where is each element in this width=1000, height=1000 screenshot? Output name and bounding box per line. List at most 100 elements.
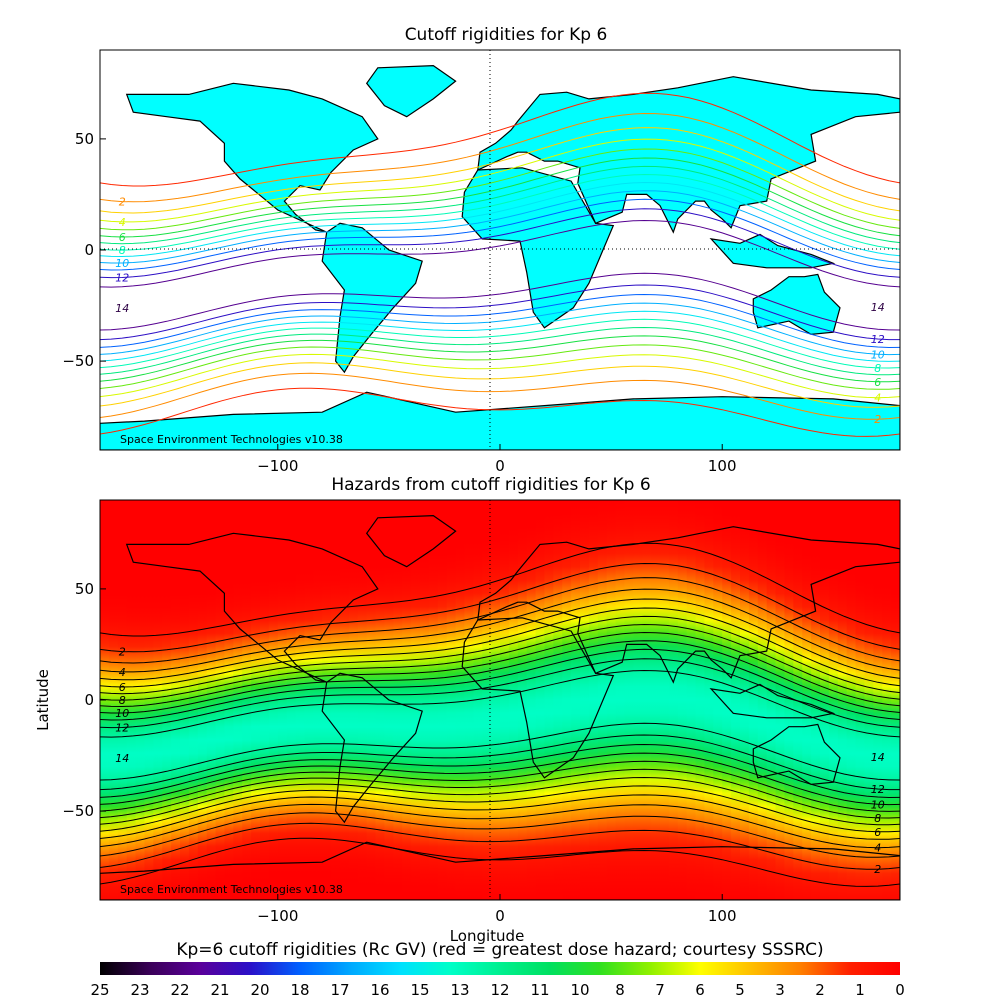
colorbar-label: 2 xyxy=(815,981,825,999)
hazard-strip xyxy=(464,500,474,900)
contour-label: 4 xyxy=(119,216,126,229)
hazard-strip xyxy=(775,500,786,900)
hazard-strip xyxy=(686,500,697,900)
contour-line xyxy=(100,335,900,383)
hazard-strip xyxy=(437,500,448,900)
contour-line xyxy=(100,768,900,819)
x-tick-label: −100 xyxy=(257,907,298,925)
contour-line xyxy=(100,138,900,223)
colorbar-label: 18 xyxy=(290,981,309,999)
contour-line xyxy=(100,165,900,245)
hazard-strip xyxy=(704,500,714,900)
contour-line xyxy=(100,148,900,231)
contour-line xyxy=(100,776,900,826)
contour-line xyxy=(100,562,900,653)
contour-line xyxy=(100,318,900,369)
hazard-strip xyxy=(757,500,768,900)
contour-line xyxy=(100,284,900,341)
hazard-strip xyxy=(491,500,501,900)
top-rigidity-contours xyxy=(100,92,900,437)
contour-label: 12 xyxy=(871,783,885,796)
contour-line xyxy=(100,542,900,637)
hazard-strip xyxy=(642,500,652,900)
colorbar-label: 11 xyxy=(530,981,549,999)
hazard-strip xyxy=(224,500,234,900)
hazard-strip xyxy=(588,500,599,900)
hazard-strip xyxy=(162,500,172,900)
colorbar-label: 10 xyxy=(570,981,589,999)
contour-line xyxy=(100,173,900,251)
contour-label: 2 xyxy=(119,196,126,209)
colorbar-label: 25 xyxy=(90,981,109,999)
x-tick-label: −100 xyxy=(257,457,298,475)
hazard-strip xyxy=(357,500,368,900)
colorbar-label: 15 xyxy=(410,981,429,999)
colorbar-label: 13 xyxy=(450,981,469,999)
contour-line xyxy=(100,615,900,695)
contour-line xyxy=(100,157,900,238)
contour-line xyxy=(100,310,900,362)
contour-line xyxy=(100,344,900,390)
hazard-strip xyxy=(562,500,572,900)
bottom-rigidity-contours xyxy=(100,542,900,887)
y-axis-label: Latitude xyxy=(34,669,52,731)
bottom-watermark: Space Environment Technologies v10.38 xyxy=(120,883,343,896)
x-axis-label: Longitude xyxy=(450,927,525,945)
colorbar-title: Kp=6 cutoff rigidities (Rc GV) (red = gr… xyxy=(176,940,823,960)
hazard-strip xyxy=(455,500,466,900)
hazard-strip xyxy=(322,500,332,900)
hazard-strip xyxy=(677,500,688,900)
colorbar-label: 17 xyxy=(330,981,349,999)
hazard-strip xyxy=(197,500,208,900)
contour-label: 14 xyxy=(871,751,885,764)
colorbar-label: 0 xyxy=(895,981,905,999)
land-outline xyxy=(709,683,836,719)
contour-line xyxy=(100,293,900,349)
hazard-strip xyxy=(402,500,412,900)
hazard-strip xyxy=(615,500,626,900)
hazard-strip xyxy=(420,500,430,900)
contour-line xyxy=(100,803,900,849)
hazard-strip xyxy=(766,500,777,900)
hazard-strip xyxy=(295,500,306,900)
contour-line xyxy=(100,837,900,887)
land-mass xyxy=(752,273,841,336)
bottom-panel-title: Hazards from cutoff rigidities for Kp 6 xyxy=(331,475,650,495)
colorbar-labels: 25 23 22 21 20 18 17 16 15 13 12 11 10 8 7 6 5 3 2 1 0 xyxy=(90,981,904,999)
contour-line xyxy=(100,822,900,870)
hazard-strip xyxy=(784,500,794,900)
land-outline xyxy=(477,526,900,684)
colorbar: Kp=6 cutoff rigidities (Rc GV) (red = gr… xyxy=(90,940,904,999)
contour-line xyxy=(100,743,900,799)
y-tick-label: −50 xyxy=(62,802,94,820)
contour-label: 12 xyxy=(871,333,885,346)
contour-line xyxy=(100,812,900,858)
contour-label: 10 xyxy=(115,257,129,270)
contour-line xyxy=(100,734,900,791)
contour-label: 8 xyxy=(119,694,126,707)
contour-line xyxy=(100,623,900,701)
hazard-strip xyxy=(748,500,759,900)
hazard-strip xyxy=(153,500,163,900)
contour-label: 8 xyxy=(874,362,881,375)
hazard-strip xyxy=(571,500,581,900)
colorbar-label: 20 xyxy=(250,981,269,999)
colorbar-label: 23 xyxy=(130,981,149,999)
land-outline xyxy=(752,723,841,786)
colorbar-label: 5 xyxy=(735,981,745,999)
hazard-strip xyxy=(668,500,679,900)
hazard-strip xyxy=(366,500,377,900)
hazard-strip xyxy=(393,500,403,900)
colorbar-label: 8 xyxy=(615,981,625,999)
bottom-panel: Hazards from cutoff rigidities for Kp 6 … xyxy=(34,475,901,945)
land-outline xyxy=(125,532,379,683)
contour-label: 4 xyxy=(119,666,126,679)
contour-label: 4 xyxy=(874,842,881,855)
top-panel: Cutoff rigidities for Kp 6 2468101214246… xyxy=(62,25,901,475)
land-outline xyxy=(321,672,423,824)
top-axis-ticks: −100 0 100 50 0 −50 xyxy=(62,130,736,475)
contour-line xyxy=(100,752,900,806)
hazard-strip xyxy=(171,500,181,900)
hazard-strip xyxy=(553,500,563,900)
